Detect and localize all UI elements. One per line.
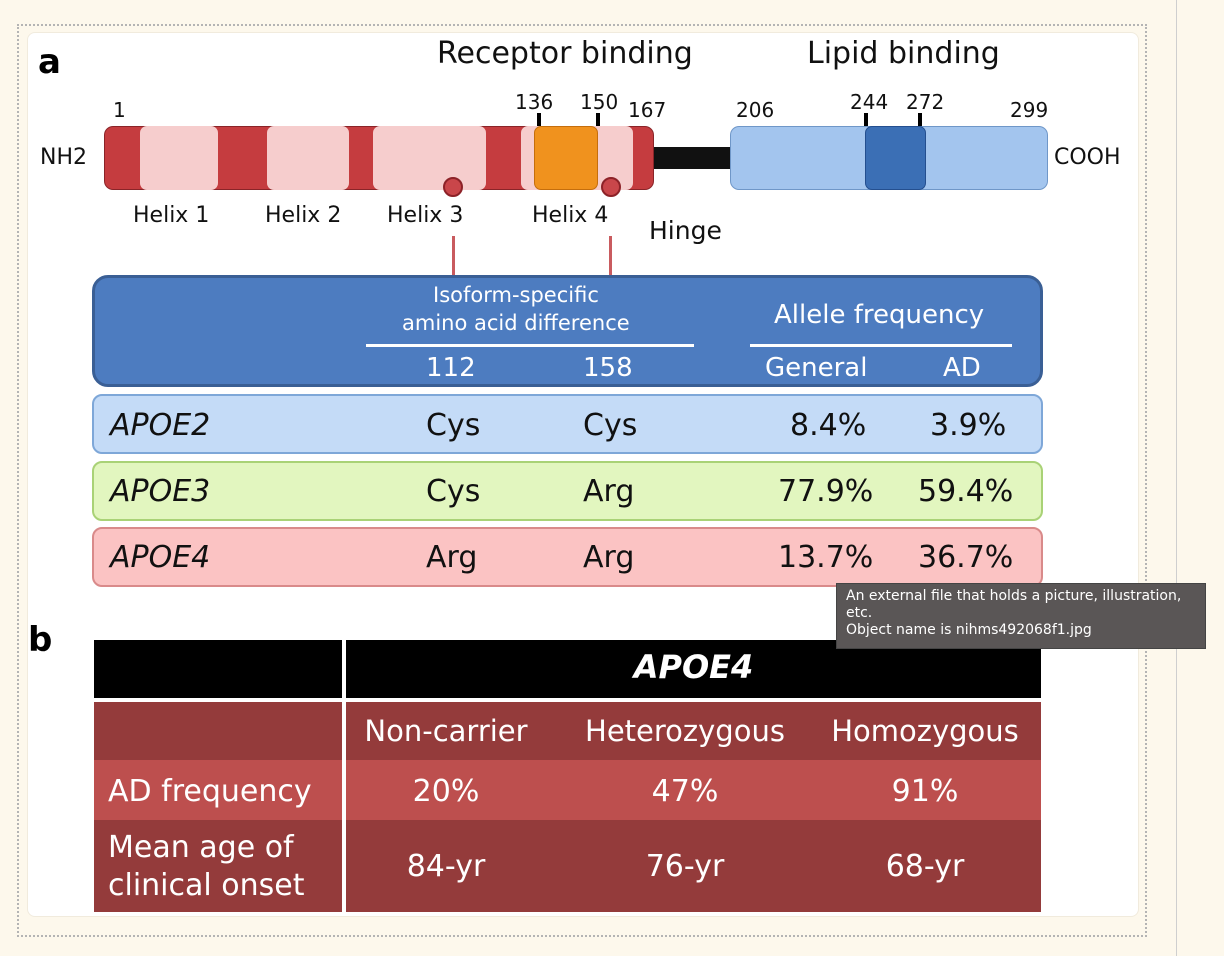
tooltip-line: etc.: [846, 605, 873, 621]
row-label: AD frequency: [108, 774, 312, 809]
allele-frequency-header: Allele frequency: [774, 300, 985, 330]
helix-label: Helix 1: [133, 203, 210, 228]
table-title-cell: [346, 640, 1041, 698]
aa-158-value: Cys: [583, 408, 638, 443]
hinge-region: [654, 147, 732, 169]
column-header: Homozygous: [831, 714, 1019, 748]
column-header: Heterozygous: [585, 714, 785, 748]
position-label: 272: [906, 90, 945, 114]
helix-label: Helix 3: [387, 203, 464, 228]
ad-frequency-row: [346, 760, 1041, 820]
table-value: 47%: [651, 774, 719, 809]
table-corner-cell: [94, 640, 342, 698]
apoe2-row: [92, 394, 1043, 454]
tooltip-line: An external file that holds a picture, i…: [846, 588, 1182, 604]
gene-name: APOE3: [110, 474, 211, 509]
general-frequency: 77.9%: [778, 474, 874, 509]
n-terminus-label: NH2: [40, 145, 87, 170]
position-label: 244: [850, 90, 889, 114]
position-tick: [918, 113, 922, 127]
ad-frequency: 36.7%: [918, 540, 1014, 575]
row-label-cell: [94, 760, 342, 820]
page-divider: [1176, 0, 1177, 956]
position-tick: [596, 113, 600, 127]
gene-name: APOE2: [110, 408, 211, 443]
panel-a-label: a: [38, 42, 61, 82]
aa-158-value: Arg: [583, 474, 635, 509]
figure-frame: [17, 24, 1147, 937]
isoform-header-line2: amino acid difference: [402, 311, 630, 335]
isoform-header-line1: Isoform-specific: [433, 283, 599, 307]
row-label-cell: [94, 820, 342, 912]
residue-112-connector: [452, 236, 455, 275]
helix-label: Helix 2: [265, 203, 342, 228]
ad-frequency: 59.4%: [918, 474, 1014, 509]
lipid-binding-label: Lipid binding: [807, 36, 1000, 71]
apoe4-row: [92, 527, 1043, 587]
col-112-header: 112: [426, 353, 476, 383]
col-ad-header: AD: [943, 353, 981, 383]
table-value: 84-yr: [406, 849, 486, 884]
position-label: 150: [580, 90, 619, 114]
table-value: 20%: [412, 774, 480, 809]
position-label: 1: [113, 98, 126, 122]
receptor-binding-label: Receptor binding: [437, 36, 693, 71]
position-tick: [864, 113, 868, 127]
aa-112-value: Cys: [426, 474, 481, 509]
isoform-table-header: [92, 275, 1043, 387]
general-frequency: 13.7%: [778, 540, 874, 575]
mean-age-row: [346, 820, 1041, 912]
lipid-binding-region: [865, 126, 926, 190]
residue-158-marker: [601, 177, 621, 197]
position-label: 167: [628, 98, 667, 122]
gene-name: APOE4: [110, 540, 211, 575]
allele-header-rule: [750, 344, 1012, 347]
panel-b-label: b: [28, 620, 53, 660]
position-tick: [537, 113, 541, 127]
aa-112-value: Arg: [426, 540, 478, 575]
table-value: 68-yr: [885, 849, 965, 884]
c-terminus-label: COOH: [1054, 145, 1121, 170]
column-header: Non-carrier: [364, 714, 528, 748]
residue-112-marker: [443, 177, 463, 197]
receptor-binding-region: [534, 126, 598, 190]
col-general-header: General: [765, 353, 868, 383]
tooltip-line: Object name is nihms492068f1.jpg: [846, 622, 1092, 638]
helix-3-block: [373, 126, 486, 190]
aa-158-value: Arg: [583, 540, 635, 575]
image-tooltip: An external file that holds a picture, i…: [836, 583, 1206, 649]
residue-158-connector: [609, 236, 612, 275]
position-label: 136: [515, 90, 554, 114]
isoform-header-rule: [366, 344, 694, 347]
ad-frequency: 3.9%: [930, 408, 1007, 443]
position-label: 206: [736, 98, 775, 122]
row-label: Mean age of: [108, 830, 294, 865]
table-blank-cell: [94, 702, 342, 760]
general-frequency: 8.4%: [790, 408, 867, 443]
helix-label: Helix 4: [532, 203, 609, 228]
table-value: 91%: [891, 774, 959, 809]
table-value: 76-yr: [645, 849, 725, 884]
hinge-label: Hinge: [649, 216, 722, 245]
apoe4-table-title: APOE4: [633, 648, 754, 686]
helix-2-block: [267, 126, 349, 190]
helix-1-block: [140, 126, 218, 190]
genotype-header-row: [346, 702, 1041, 760]
row-label: clinical onset: [108, 868, 305, 903]
position-label: 299: [1010, 98, 1049, 122]
col-158-header: 158: [583, 353, 633, 383]
aa-112-value: Cys: [426, 408, 481, 443]
apoe3-row: [92, 461, 1043, 521]
